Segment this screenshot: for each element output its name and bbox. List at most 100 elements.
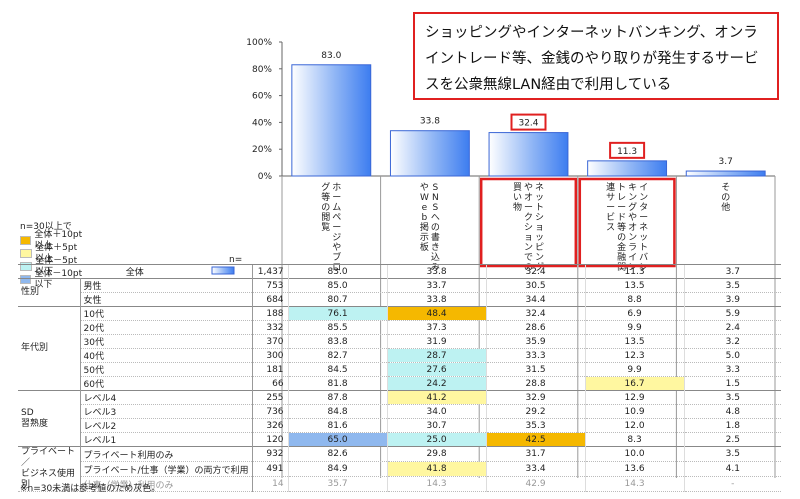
group-label: 年代別 [18,306,81,391]
category-label: ネットショッピングやオークションでの買い物 [513,182,544,273]
row-n: 932 [251,446,289,462]
cell-value: 3.5 [683,446,782,462]
bar [587,160,668,177]
cell-value: 1.8 [683,418,782,433]
cell-value: 31.7 [485,446,586,462]
cell-value: 81.6 [287,418,388,433]
cell-value: 83.8 [287,334,388,349]
group-label: プライベート／ ビジネス使用 別 [18,446,81,492]
cell-value: 83.0 [287,264,388,279]
cell-value: 3.2 [683,334,782,349]
y-tick-label: 20% [252,145,272,155]
cell-value: 42.9 [485,476,586,492]
bar [389,130,470,177]
cell-value: 28.8 [485,376,586,391]
row-label: 男性 [80,278,253,293]
row-label: プライベート/仕事（学業）の両方で利用 [80,461,253,477]
row-label: 30代 [80,334,253,349]
bar [291,64,372,177]
row-label: レベル3 [80,404,253,419]
bar-value-label: 11.3 [617,147,637,157]
cell-value: 42.5 [485,432,586,447]
cell-value: 12.0 [584,418,685,433]
row-n: 491 [251,461,289,477]
cell-value: 28.7 [386,348,487,363]
bar-value-label: 3.7 [719,157,733,167]
n-header: n= [229,255,243,265]
cell-value: 85.0 [287,278,388,293]
cell-value: 34.4 [485,292,586,307]
table-row: 30代 370 83.8 31.9 35.9 13.5 3.2 [18,334,782,349]
cell-value: 8.3 [584,432,685,447]
row-n: 181 [251,362,289,377]
row-n: 120 [251,432,289,447]
cell-value: - [683,476,782,492]
y-tick-label: 100% [246,38,272,48]
row-n: 332 [251,320,289,335]
cell-value: 24.2 [386,376,487,391]
legend-swatch [20,249,33,258]
cell-value: 33.3 [485,348,586,363]
bar [488,132,569,177]
cell-value: 84.8 [287,404,388,419]
row-n: 326 [251,418,289,433]
cell-value: 4.1 [683,461,782,477]
cell-value: 29.2 [485,404,586,419]
cell-value: 8.8 [584,292,685,307]
cell-value: 6.9 [584,306,685,321]
row-label: 全体 [18,264,253,279]
cell-value: 41.8 [386,461,487,477]
table-row: レベル3 736 84.8 34.0 29.2 10.9 4.8 [18,404,782,419]
cell-value: 37.3 [386,320,487,335]
value-highlight-box [609,141,646,159]
row-n: 300 [251,348,289,363]
cell-value: 10.0 [584,446,685,462]
cell-value: 31.9 [386,334,487,349]
cell-value: 33.7 [386,278,487,293]
row-n: 1,437 [251,264,289,279]
bar-value-label: 83.0 [321,51,341,61]
legend-item: 全体＋10pt以上 [20,230,86,251]
group-label: 性別 [18,278,81,307]
cell-value: 9.9 [584,362,685,377]
row-label: レベル4 [80,390,253,405]
table-row: 全体 1,437 83.0 33.8 32.4 11.3 3.7 [18,264,782,279]
cell-value: 14.3 [386,476,487,492]
cell-value: 48.4 [386,306,487,321]
cell-value: 32.4 [485,264,586,279]
table-row: 仕事（学業）利用のみ 14 35.7 14.3 42.9 14.3- [18,476,782,492]
group-label: SD 習熟度 [18,390,81,447]
cell-value: 87.8 [287,390,388,405]
bar [685,170,766,177]
cell-value: 32.9 [485,390,586,405]
bar-value-label: 33.8 [420,117,440,127]
cell-value: 9.9 [584,320,685,335]
table-row: プライベート/仕事（学業）の両方で利用 491 84.9 41.8 33.4 13.6 4.… [18,461,782,477]
cell-value: 3.9 [683,292,782,307]
row-label: 女性 [80,292,253,307]
cell-value: 29.8 [386,446,487,462]
cell-value: 25.0 [386,432,487,447]
cell-value: 10.9 [584,404,685,419]
cell-value: 33.4 [485,461,586,477]
callout-box: ショッピングやインターネットバンキング、オンライントレード等、金銭のやり取りが発… [413,12,779,100]
row-label: 20代 [80,320,253,335]
cell-value: 65.0 [287,432,388,447]
cell-value: 14.3 [584,476,685,492]
row-n: 255 [251,390,289,405]
row-n: 14 [251,476,289,492]
cell-value: 84.5 [287,362,388,377]
table-row: 女性 684 80.7 33.8 34.4 8.8 3.9 [18,292,782,307]
table-row: 20代 332 85.5 37.3 28.6 9.9 2.4 [18,320,782,335]
callout-text: ショッピングやインターネットバンキング、オンライントレード等、金銭のやり取りが発… [425,25,759,93]
table-row: プライベート／ ビジネス使用 別プライベート利用のみ 932 82.6 29.8 31.… [18,446,782,492]
cell-value: 5.9 [683,306,782,321]
cell-value: 32.4 [485,306,586,321]
cell-value: 80.7 [287,292,388,307]
cell-value: 34.0 [386,404,487,419]
cell-value: 33.8 [386,292,487,307]
cell-value: 3.5 [683,278,782,293]
table-row: 年代別 10代 188 76.1 48.4 32.4 6.9 5.9 [18,306,782,391]
row-n: 684 [251,292,289,307]
